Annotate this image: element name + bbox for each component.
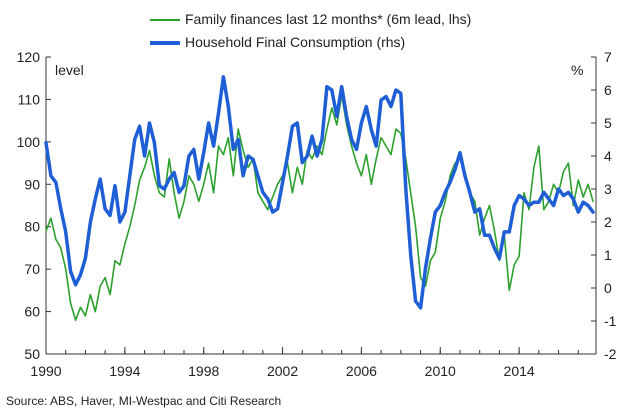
- x-axis-tick-label: 1994: [109, 363, 140, 379]
- legend-swatch-blue: [150, 40, 180, 45]
- legend-label-household-consumption: Household Final Consumption (rhs): [185, 34, 406, 50]
- left-axis-tick-label: 50: [24, 346, 40, 362]
- left-axis-tick-label: 60: [24, 304, 40, 320]
- chart-axes: 50 60 70 80 90 100 110 120 -2 -1 0 1 2 3 4 5 6 7 1990 1994 1…: [17, 49, 617, 379]
- chart-series: [44, 75, 595, 321]
- right-axis-tick-label: -1: [604, 313, 617, 329]
- left-axis-unit-label: level: [55, 62, 84, 78]
- right-axis-tick-label: 7: [604, 49, 612, 65]
- right-axis-tick-label: 3: [604, 181, 612, 197]
- series-line-family-finances: [45, 94, 594, 321]
- left-axis-tick-label: 80: [24, 219, 40, 235]
- legend-entry-household-consumption: Household Final Consumption (rhs): [150, 31, 471, 54]
- left-axis-tick-label: 110: [18, 91, 41, 107]
- right-axis-tick-label: 2: [604, 214, 612, 230]
- legend-label-family-finances: Family finances last 12 months* (6m lead…: [185, 11, 472, 27]
- x-axis-tick-label: 2014: [504, 363, 535, 379]
- right-axis-tick-label: 1: [604, 247, 612, 263]
- x-axis-tick-label: 1990: [30, 363, 61, 379]
- right-axis-unit-label: %: [571, 62, 584, 78]
- x-axis-tick-label: 1998: [188, 363, 219, 379]
- source-note: Source: ABS, Haver, MI-Westpac and Citi …: [6, 394, 282, 408]
- right-axis-tick-label: 4: [604, 148, 612, 164]
- x-axis-tick-label: 2006: [346, 363, 377, 379]
- series-line-household-consumption: [44, 75, 595, 310]
- legend-entry-family-finances: Family finances last 12 months* (6m lead…: [150, 8, 471, 31]
- right-axis-tick-label: 6: [604, 82, 612, 98]
- left-axis-tick-label: 90: [24, 176, 40, 192]
- right-axis-tick-label: 0: [604, 280, 612, 296]
- chart-legend: Family finances last 12 months* (6m lead…: [150, 8, 471, 54]
- legend-swatch-green: [150, 18, 180, 21]
- x-axis-tick-label: 2010: [425, 363, 456, 379]
- left-axis-tick-label: 120: [17, 49, 41, 65]
- right-axis-tick-label: -2: [604, 346, 617, 362]
- left-axis-tick-label: 70: [24, 261, 40, 277]
- left-axis-tick-label: 100: [17, 134, 41, 150]
- right-axis-tick-label: 5: [604, 115, 612, 131]
- x-axis-tick-label: 2002: [267, 363, 298, 379]
